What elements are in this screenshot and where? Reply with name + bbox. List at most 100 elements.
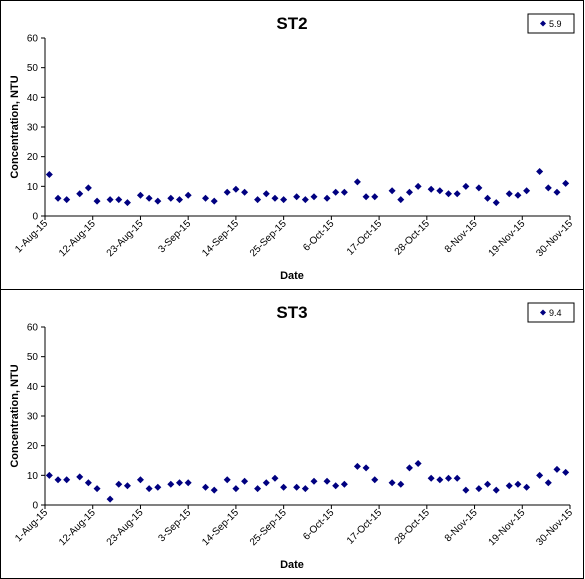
y-tick-label: 10 (27, 471, 39, 482)
data-point (254, 485, 262, 493)
y-tick-label: 10 (27, 182, 39, 193)
data-point (154, 197, 162, 205)
data-point (310, 477, 318, 485)
data-point (301, 196, 309, 204)
data-point (232, 185, 240, 193)
data-point (436, 476, 444, 484)
data-point (84, 479, 92, 487)
x-tick-label: 17-Oct-15 (345, 218, 385, 258)
legend-marker (540, 20, 546, 27)
data-point (280, 196, 288, 204)
data-point (136, 191, 144, 199)
data-point (223, 476, 231, 484)
x-tick-label: 25-Sep-15 (248, 507, 289, 548)
chart-panel-st2: ST2 0 10 20 30 40 50 60 1-Aug-15 12-Aug-15 23-Aug-… (0, 0, 584, 290)
data-point (184, 479, 192, 487)
data-point (562, 179, 570, 187)
data-point (553, 188, 561, 196)
y-tick-label: 30 (27, 123, 39, 134)
data-point (397, 196, 405, 204)
data-point (484, 194, 492, 202)
data-point (293, 483, 301, 491)
data-point (405, 464, 413, 472)
legend-box (527, 302, 575, 323)
x-tick-label: 6-Oct-15 (301, 218, 337, 254)
data-point (167, 480, 175, 488)
data-point (523, 483, 531, 491)
x-tick-label: 17-Oct-15 (345, 507, 385, 547)
data-point (93, 197, 101, 205)
y-tick-label: 40 (27, 93, 39, 104)
x-tick-label: 1-Aug-15 (13, 507, 50, 544)
data-point (475, 485, 483, 493)
data-point (63, 476, 71, 484)
data-point (544, 479, 552, 487)
y-tick-label: 40 (27, 382, 39, 393)
x-tick-label: 23-Aug-15 (105, 507, 146, 548)
data-point (76, 473, 84, 481)
data-point (136, 476, 144, 484)
data-point (475, 184, 483, 192)
y-tick-label: 50 (27, 352, 39, 363)
x-tick-label: 12-Aug-15 (57, 218, 98, 259)
data-point (184, 191, 192, 199)
y-tick-label: 60 (27, 34, 39, 45)
data-point (241, 188, 249, 196)
x-tick-label: 8-Nov-15 (443, 507, 480, 544)
data-point (414, 459, 422, 467)
data-point (414, 182, 422, 190)
data-point (54, 194, 62, 202)
data-point (223, 188, 231, 196)
data-point (427, 474, 435, 482)
data-point (427, 185, 435, 193)
data-point (262, 479, 270, 487)
data-point (271, 194, 279, 202)
x-axis-title: Date (280, 270, 304, 282)
data-point (397, 480, 405, 488)
y-tick-label: 60 (27, 323, 39, 334)
data-point (167, 194, 175, 202)
data-point (271, 474, 279, 482)
data-point (176, 479, 184, 487)
x-tick-label: 14-Sep-15 (200, 507, 241, 548)
x-tick-label: 30-Nov-15 (534, 507, 575, 548)
data-point (210, 197, 218, 205)
y-axis-title: Concentration, NTU (9, 75, 21, 178)
data-point (115, 196, 123, 204)
y-tick-label: 30 (27, 412, 39, 423)
y-axis-title: Concentration, NTU (9, 364, 21, 467)
scatter-chart-st2: ST2 0 10 20 30 40 50 60 1-Aug-15 12-Aug-15 23-Aug-… (9, 13, 575, 282)
data-point (462, 182, 470, 190)
data-point (45, 170, 53, 178)
data-point (84, 184, 92, 192)
data-point (301, 485, 309, 493)
data-point (388, 187, 396, 195)
data-point (353, 178, 361, 186)
data-point (371, 193, 379, 201)
data-point (241, 477, 249, 485)
data-point (536, 168, 544, 175)
data-point (262, 190, 270, 198)
data-point (362, 464, 370, 472)
data-point (154, 483, 162, 491)
data-point (145, 194, 153, 202)
data-point (514, 480, 522, 488)
x-tick-label: 6-Oct-15 (301, 507, 337, 543)
x-tick-label: 8-Nov-15 (443, 218, 480, 255)
data-point (492, 199, 500, 207)
scatter-chart-st3: ST3 0 10 20 30 40 50 60 1-Aug-15 12-Aug-15 23-Aug-… (9, 302, 575, 571)
data-point (332, 482, 340, 490)
data-point (553, 465, 561, 473)
data-point (323, 477, 331, 485)
y-tick-label: 0 (32, 501, 38, 512)
data-point (353, 462, 361, 470)
data-point (254, 196, 262, 204)
x-tick-label: 19-Nov-15 (487, 218, 528, 259)
data-point (145, 485, 153, 493)
x-tick-label: 30-Nov-15 (534, 218, 575, 259)
data-point (453, 190, 461, 198)
data-point (340, 188, 348, 196)
x-axis-title: Date (280, 559, 304, 571)
y-tick-label: 50 (27, 63, 39, 74)
data-point (445, 474, 453, 482)
